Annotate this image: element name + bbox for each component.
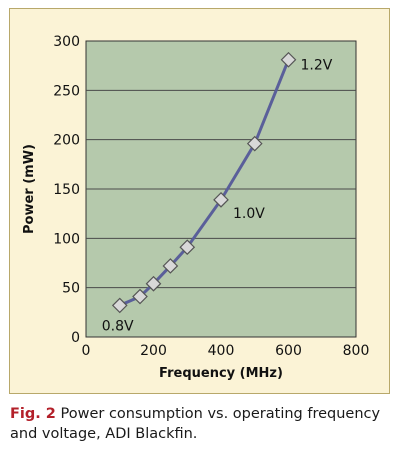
- y-axis-label: Power (mW): [22, 144, 37, 234]
- x-tick-labels: 0 200 400 600 800: [82, 343, 370, 359]
- x-axis-label: Frequency (MHz): [159, 366, 283, 381]
- data-point-marker: [162, 258, 179, 274]
- data-point-marker: [179, 239, 196, 256]
- voltage-label: 0.8V: [102, 318, 134, 334]
- y-tick-label: 300: [53, 34, 80, 50]
- data-point-marker: [132, 288, 148, 305]
- caption-text: Power consumption vs. operating frequenc…: [10, 406, 381, 442]
- y-tick-label: 250: [53, 83, 80, 99]
- x-tick-label: 600: [275, 343, 302, 359]
- data-point-marker: [280, 51, 297, 68]
- figure-caption: Fig. 2 Power consumption vs. operating f…: [10, 404, 392, 444]
- voltage-label: 1.0V: [233, 206, 265, 222]
- x-tick-label: 0: [82, 343, 91, 359]
- voltage-label: 1.2V: [301, 58, 333, 74]
- y-tick-label: 0: [71, 330, 80, 346]
- y-tick-labels: 0 50 100 150 200 250 300: [53, 34, 80, 346]
- data-point-marker: [246, 135, 263, 152]
- annotations: 0.8V 1.0V 1.2V: [102, 58, 333, 335]
- chart: 0 50 100 150 200 250 300 0 200 400 600 800 0.8V 1.0…: [22, 34, 370, 381]
- data-point-marker: [111, 297, 128, 314]
- x-tick-label: 200: [140, 343, 167, 359]
- figure-number: Fig. 2: [10, 406, 56, 422]
- y-tick-label: 150: [53, 182, 80, 198]
- x-tick-label: 400: [208, 343, 235, 359]
- data-point-marker: [145, 275, 162, 292]
- x-tick-label: 800: [343, 343, 370, 359]
- y-tick-label: 50: [62, 281, 80, 297]
- gridlines: [86, 89, 356, 289]
- y-tick-label: 200: [53, 133, 80, 149]
- data-markers: [111, 51, 297, 314]
- y-tick-label: 100: [53, 231, 80, 247]
- data-point-marker: [213, 192, 229, 208]
